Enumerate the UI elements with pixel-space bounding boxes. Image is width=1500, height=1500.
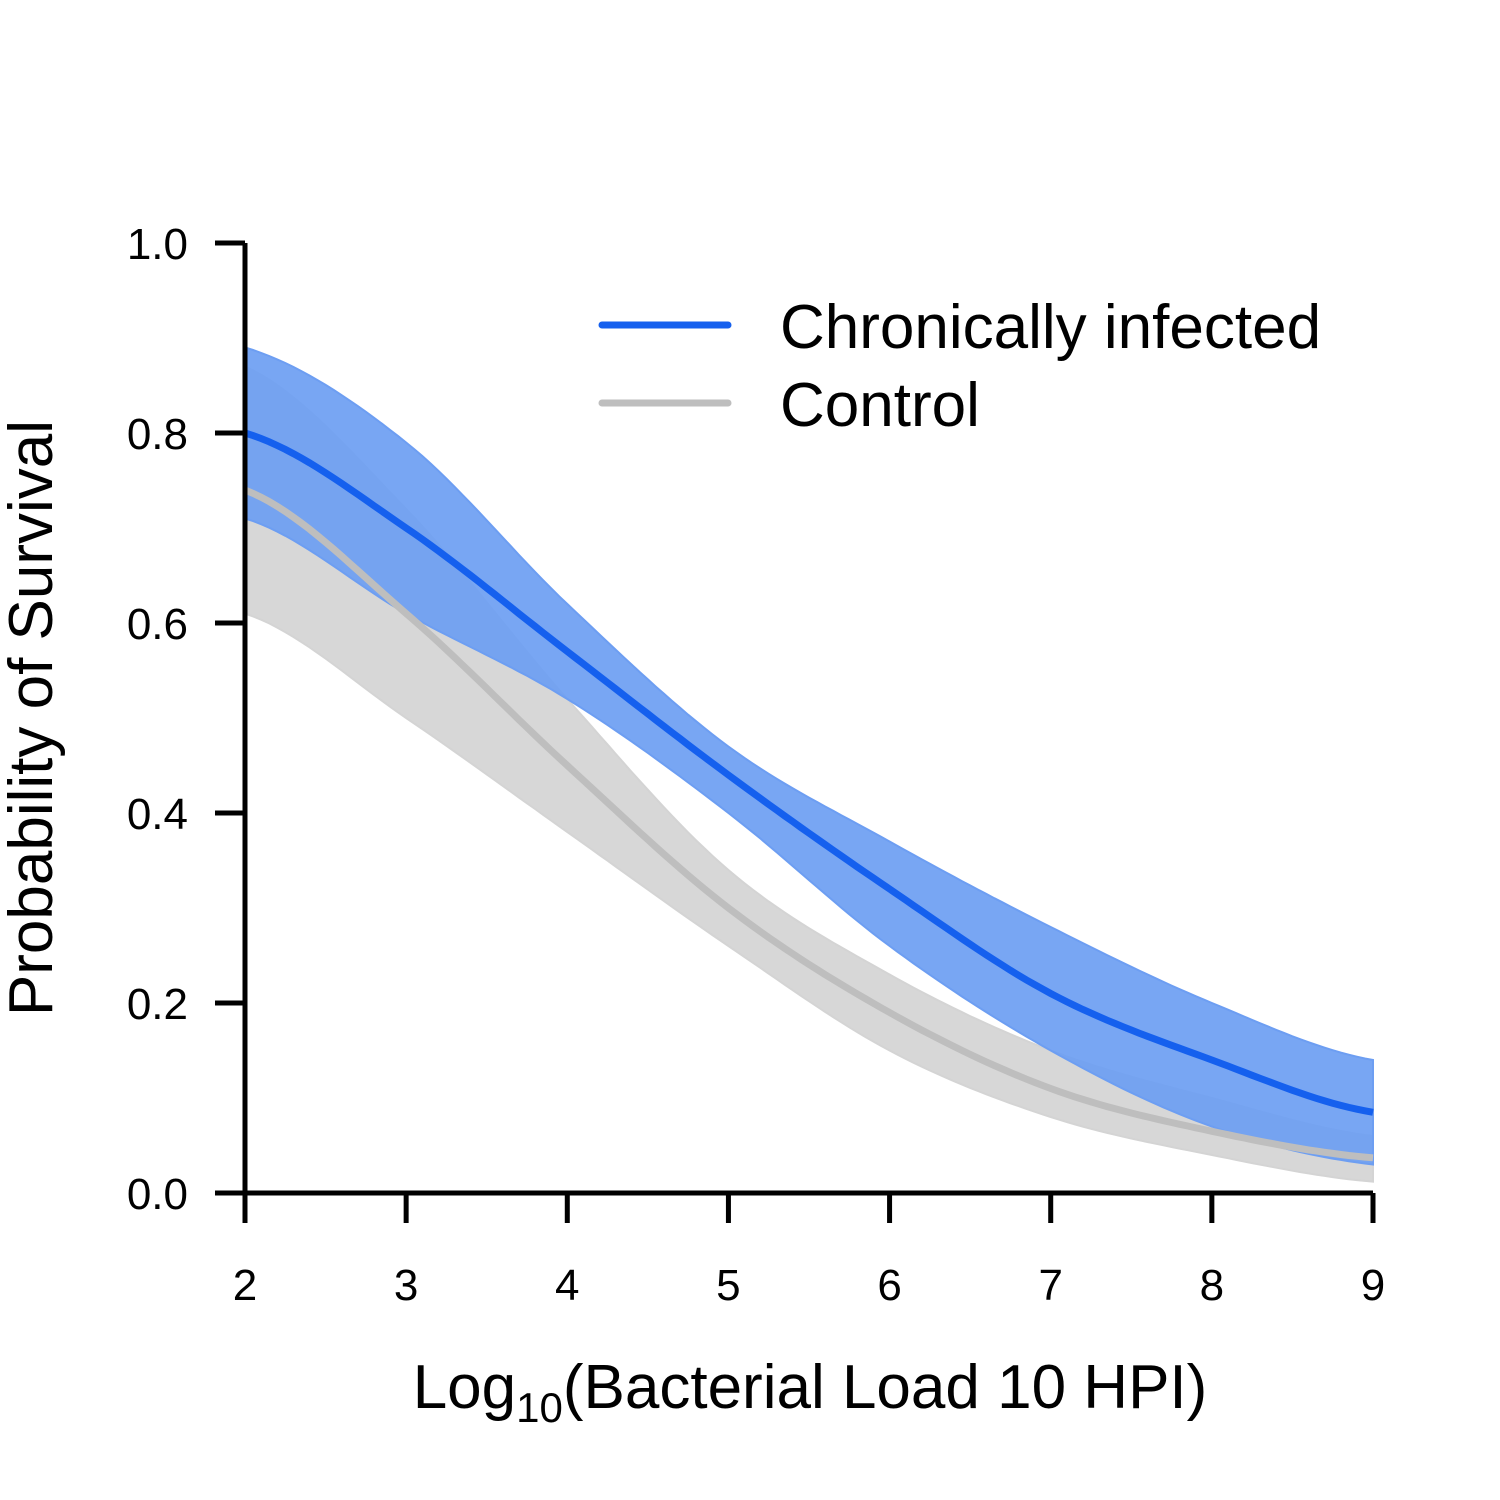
line-control [243, 486, 1374, 1162]
legend-label-control: Control [780, 371, 980, 440]
y-axis-ticks: 0.0 0.2 0.4 0.6 0.8 1.0 [127, 220, 245, 1219]
x-axis-title-subscript: 10 [516, 1384, 563, 1431]
x-tick-label: 2 [233, 1261, 257, 1310]
legend-label-chronically-infected: Chronically infected [780, 293, 1321, 362]
confidence-bands [244, 346, 1374, 1183]
band-control [244, 364, 1374, 1183]
x-tick-label: 9 [1361, 1261, 1385, 1310]
x-axis-title: Log10(Bacterial Load 10 HPI) [413, 1353, 1208, 1431]
line-chronically-infected [243, 429, 1374, 1116]
x-tick-label: 5 [716, 1261, 740, 1310]
series-lines [243, 429, 1374, 1162]
y-tick-label: 0.4 [127, 790, 188, 839]
x-tick-label: 4 [555, 1261, 579, 1310]
x-tick-label: 3 [394, 1261, 418, 1310]
legend: Chronically infected Control [598, 293, 1321, 440]
x-tick-label: 8 [1200, 1261, 1224, 1310]
y-tick-label: 0.6 [127, 600, 188, 649]
y-tick-label: 0.2 [127, 980, 188, 1029]
axes [242, 243, 1373, 1196]
y-tick-label: 0.0 [127, 1170, 188, 1219]
y-tick-label: 1.0 [127, 220, 188, 269]
band-chronically-infected [244, 346, 1374, 1166]
x-axis-ticks: 2 3 4 5 6 7 8 9 [233, 1193, 1385, 1310]
x-tick-label: 7 [1038, 1261, 1062, 1310]
y-axis-title: Probability of Survival [0, 420, 66, 1016]
x-tick-label: 6 [877, 1261, 901, 1310]
y-tick-label: 0.8 [127, 410, 188, 459]
